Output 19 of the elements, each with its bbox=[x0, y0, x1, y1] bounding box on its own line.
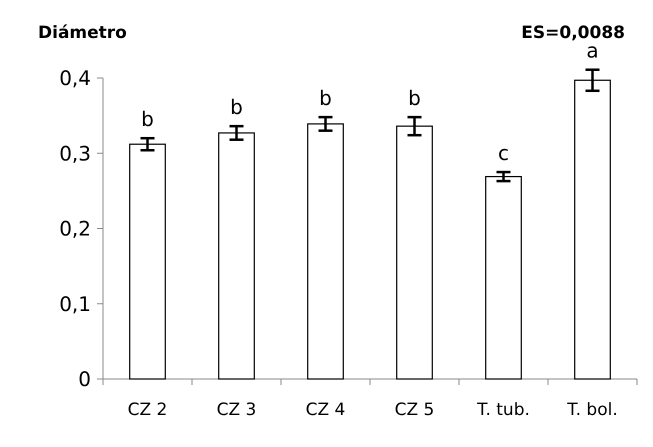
y-tick-label: 0,4 bbox=[59, 66, 91, 90]
x-tick-label: CZ 3 bbox=[216, 400, 256, 420]
y-tick-label: 0,3 bbox=[59, 141, 91, 166]
y-tick-label: 0,1 bbox=[59, 292, 91, 316]
bar bbox=[129, 144, 166, 380]
x-tick-label: T. tub. bbox=[476, 400, 530, 420]
annotation: c bbox=[498, 141, 509, 166]
annotation: b bbox=[408, 86, 421, 110]
x-tick-label: CZ 5 bbox=[394, 400, 434, 420]
annotation: b bbox=[141, 107, 154, 132]
x-tick-label: CZ 2 bbox=[128, 400, 168, 420]
y-tick-label: 0 bbox=[78, 367, 91, 391]
annotation: b bbox=[319, 86, 332, 110]
annotation: b bbox=[230, 95, 243, 120]
x-tick-label: CZ 4 bbox=[306, 400, 346, 420]
x-tick-label: T. bol. bbox=[566, 400, 618, 420]
chart-title: Diámetro bbox=[38, 23, 127, 43]
bar bbox=[485, 176, 522, 380]
y-tick-label: 0,2 bbox=[59, 216, 91, 240]
